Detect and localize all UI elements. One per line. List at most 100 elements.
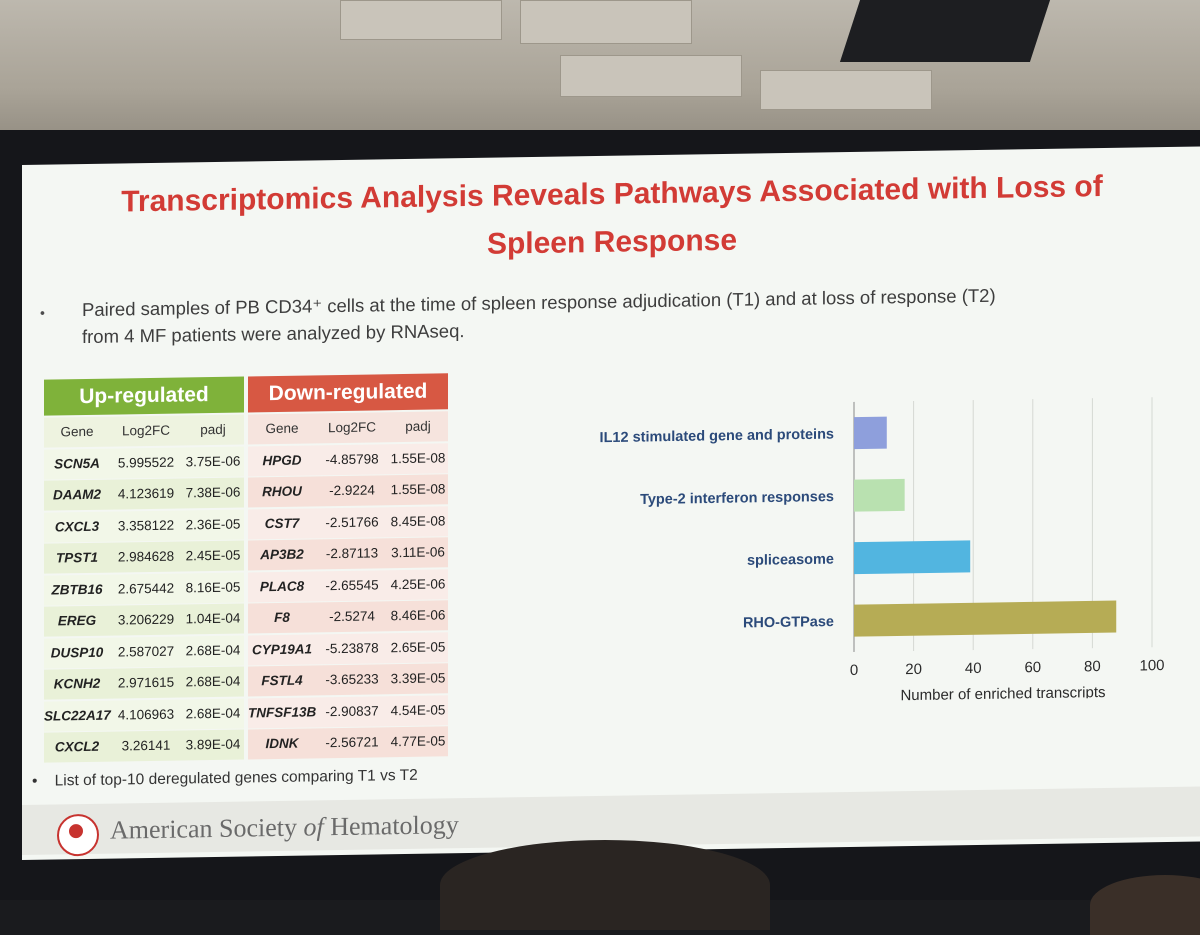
- gene-table: Up-regulated Down-regulated Gene Log2FC pa…: [44, 373, 474, 763]
- category-label: Type-2 interferon responses: [640, 489, 834, 508]
- gene-name: TNFSF13B: [248, 703, 317, 720]
- up-regulated-header: Up-regulated: [44, 376, 244, 416]
- down-gene-row: IDNK -2.56721 4.77E-05: [248, 726, 448, 760]
- padj-value: 8.16E-05: [185, 579, 241, 595]
- footer-bullet: • List of top-10 deregulated genes compa…: [32, 767, 418, 791]
- down-gene-row: FSTL4 -3.65233 3.39E-05: [248, 663, 448, 697]
- log2fc-value: -2.9224: [329, 482, 375, 499]
- audience-head: [440, 840, 770, 930]
- column-header: Gene: [60, 423, 94, 440]
- padj-value: 2.36E-05: [185, 516, 241, 532]
- down-regulated-header: Down-regulated: [248, 373, 448, 413]
- enrichment-bar-chart: 0 20 40 60 80 100 IL12 stimulated gene and pro…: [512, 387, 1192, 708]
- category-label: IL12 stimulated gene and proteins: [600, 426, 834, 446]
- slide-title-line2: Spleen Response: [486, 223, 738, 261]
- down-gene-row: RHOU -2.9224 1.55E-08: [248, 474, 448, 508]
- log2fc-value: -2.65545: [325, 576, 379, 593]
- bar: [854, 540, 971, 575]
- down-gene-row: TNFSF13B -2.90837 4.54E-05: [248, 694, 448, 728]
- up-gene-row: DUSP10 2.587027 2.68E-04: [44, 635, 244, 669]
- column-header: Log2FC: [121, 422, 171, 439]
- padj-value: 3.39E-05: [390, 670, 446, 687]
- log2fc-value: -2.51766: [325, 513, 379, 530]
- log2fc-value: 2.587027: [117, 643, 175, 659]
- log2fc-value: -2.5274: [329, 608, 375, 625]
- gene-name: TPST1: [55, 549, 98, 566]
- up-gene-row: TPST1 2.984628 2.45E-05: [44, 540, 244, 574]
- log2fc-value: 3.206229: [117, 611, 175, 628]
- log2fc-value: -2.56721: [325, 734, 379, 751]
- padj-value: 4.25E-06: [390, 575, 446, 592]
- gene-name: IDNK: [265, 735, 299, 752]
- padj-value: 1.55E-08: [390, 449, 446, 466]
- ceiling-vent: [839, 0, 1051, 62]
- category-label: spliceasome: [747, 551, 834, 568]
- down-column-header-row: Gene Log2FC padj: [248, 411, 448, 445]
- gene-name: SLC22A17: [44, 707, 111, 724]
- down-gene-row: CST7 -2.51766 8.45E-08: [248, 505, 448, 539]
- up-gene-row: EREG 3.206229 1.04E-04: [44, 603, 244, 637]
- padj-value: 8.45E-08: [390, 512, 446, 529]
- gene-name: FSTL4: [261, 672, 303, 689]
- ceiling-tile: [340, 0, 502, 40]
- log2fc-value: -5.23878: [325, 639, 379, 656]
- ceiling-tile: [760, 70, 932, 110]
- padj-value: 3.11E-06: [391, 544, 445, 561]
- padj-value: 4.77E-05: [390, 733, 446, 750]
- gene-name: EREG: [57, 612, 97, 629]
- padj-value: 2.45E-05: [185, 547, 241, 564]
- bar: [854, 478, 905, 512]
- chart-svg: 0 20 40 60 80 100 IL12 stimulated gene and pro…: [600, 397, 1165, 708]
- padj-value: 3.75E-06: [185, 453, 241, 469]
- gene-name: CXCL2: [54, 738, 100, 755]
- gene-name: DAAM2: [52, 486, 101, 503]
- column-header: Gene: [265, 420, 299, 437]
- up-gene-row: ZBTB16 2.675442 8.16E-05: [44, 572, 244, 606]
- up-gene-row: SLC22A17 4.106963 2.68E-04: [44, 698, 244, 732]
- column-header: padj: [405, 418, 431, 434]
- log2fc-value: 3.26141: [121, 737, 171, 754]
- padj-value: 4.54E-05: [390, 701, 446, 718]
- log2fc-value: 2.984628: [117, 548, 175, 565]
- up-gene-row: SCN5A 5.995522 3.75E-06: [44, 446, 244, 480]
- gene-name: SCN5A: [54, 455, 100, 471]
- log2fc-value: 4.123619: [117, 485, 175, 502]
- down-gene-row: HPGD -4.85798 1.55E-08: [248, 442, 448, 476]
- gene-name: ZBTB16: [51, 581, 103, 598]
- padj-value: 2.68E-04: [185, 705, 241, 721]
- gene-name: HPGD: [262, 452, 302, 468]
- up-gene-row: KCNH2 2.971615 2.68E-04: [44, 666, 244, 700]
- log2fc-value: 2.971615: [117, 674, 175, 691]
- x-axis-label: Number of enriched transcripts: [900, 684, 1105, 704]
- x-tick-label: 40: [965, 660, 982, 677]
- padj-value: 1.04E-04: [185, 610, 241, 627]
- down-gene-row: F8 -2.5274 8.46E-06: [248, 600, 448, 634]
- x-tick-label: 20: [905, 661, 922, 678]
- log2fc-value: -4.85798: [325, 450, 379, 467]
- slide-title: Transcriptomics Analysis Reveals Pathway…: [121, 170, 1103, 219]
- bullet-icon: •: [40, 304, 45, 321]
- bullet-icon: •: [32, 772, 55, 790]
- gene-name: PLAC8: [259, 578, 305, 594]
- ceiling-tile: [520, 0, 692, 44]
- x-axis-label-sub: (FDR<0.1 value): [951, 707, 1054, 708]
- org-name-of: of: [303, 812, 324, 842]
- down-gene-row: AP3B2 -2.87113 3.11E-06: [248, 537, 448, 571]
- bullet-text-line2: from 4 MF patients were analyzed by RNAs…: [82, 320, 465, 348]
- padj-value: 3.89E-04: [185, 736, 241, 753]
- log2fc-value: -3.65233: [325, 671, 379, 688]
- padj-value: 8.46E-06: [390, 607, 446, 624]
- column-header: Log2FC: [327, 419, 377, 436]
- padj-value: 2.68E-04: [185, 642, 241, 658]
- bar: [854, 416, 887, 450]
- log2fc-value: 2.675442: [117, 580, 175, 596]
- log2fc-value: -2.90837: [325, 702, 379, 719]
- category-label: RHO-GTPase: [743, 614, 834, 631]
- column-header: padj: [200, 421, 226, 438]
- org-name-part1: American Society: [110, 812, 304, 845]
- up-gene-row: DAAM2 4.123619 7.38E-06: [44, 477, 244, 511]
- log2fc-value: 3.358122: [117, 517, 175, 533]
- log2fc-value: 4.106963: [117, 706, 175, 722]
- footer-bullet-text: List of top-10 deregulated genes compari…: [54, 766, 418, 790]
- x-tick-label: 80: [1084, 658, 1101, 675]
